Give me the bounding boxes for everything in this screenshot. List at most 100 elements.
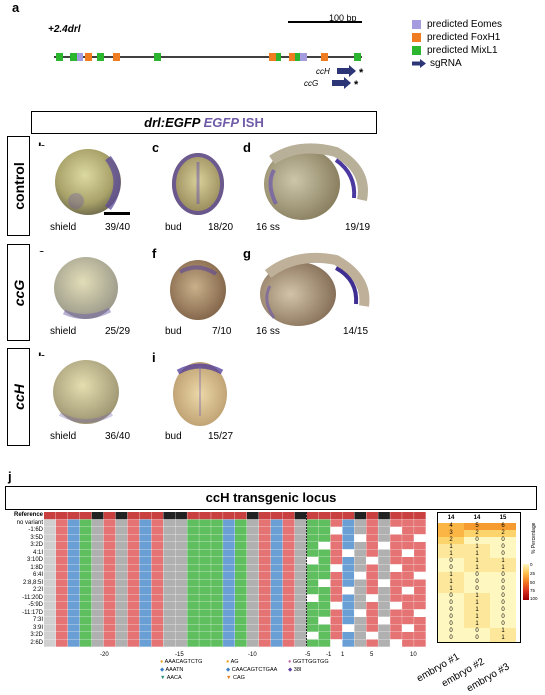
allele-count-cell: 1 bbox=[464, 599, 490, 607]
alignment-cell bbox=[402, 624, 414, 632]
alignment-cell bbox=[366, 512, 378, 520]
alignment-cell bbox=[55, 594, 68, 602]
alignment-cell bbox=[175, 587, 187, 595]
embryo-photo-shield-control bbox=[36, 146, 136, 218]
locus-title-box: ccH transgenic locus bbox=[5, 486, 537, 510]
alignment-cell bbox=[103, 594, 116, 602]
alignment-cell bbox=[246, 609, 259, 617]
allele-count-cell: 1 bbox=[464, 543, 490, 551]
alignment-cell bbox=[187, 519, 199, 527]
alignment-cell bbox=[258, 542, 271, 550]
allele-count-cell: 0 bbox=[438, 627, 464, 635]
insertion-legend-item: ▼ AACA bbox=[160, 675, 182, 681]
alignment-cell bbox=[378, 594, 390, 602]
alignment-cell bbox=[127, 527, 140, 535]
alignment-cell bbox=[115, 617, 128, 625]
alignment-cell bbox=[342, 602, 355, 610]
alignment-cell bbox=[151, 594, 164, 602]
alignment-cell bbox=[91, 534, 104, 542]
alignment-cell bbox=[151, 549, 164, 557]
alignment-cell bbox=[79, 534, 92, 542]
alignment-cell bbox=[67, 534, 80, 542]
variant-row-label: 4:1I bbox=[32, 549, 43, 556]
alignment-cell bbox=[306, 602, 319, 610]
panel-letter-g: g bbox=[243, 246, 251, 261]
alignment-cell bbox=[402, 587, 414, 595]
alignment-cell bbox=[55, 557, 68, 565]
alignment-cell bbox=[294, 549, 307, 557]
alignment-cell bbox=[294, 617, 307, 625]
alignment-cell bbox=[270, 527, 283, 535]
foxh1-site bbox=[269, 53, 276, 61]
alignment-cell bbox=[67, 602, 80, 610]
alignment-cell bbox=[223, 542, 235, 550]
allele-count-cell: 3 bbox=[438, 529, 464, 537]
alignment-cell bbox=[175, 609, 187, 617]
alignment-cell bbox=[354, 572, 367, 580]
alignment-cell bbox=[175, 617, 187, 625]
count-label: 19/19 bbox=[345, 222, 371, 233]
alignment-cell bbox=[366, 632, 378, 640]
alignment-cell bbox=[163, 632, 176, 640]
alignment-cell bbox=[294, 602, 307, 610]
embryo-totals-row: 14 14 15 bbox=[438, 513, 516, 523]
alignment-cell bbox=[390, 579, 402, 587]
panel-letter-a: a bbox=[12, 0, 20, 15]
alignment-cell bbox=[67, 527, 80, 535]
alignment-cell bbox=[402, 572, 414, 580]
colorbar-tick: 25 bbox=[530, 571, 536, 576]
alignment-cell bbox=[127, 549, 140, 557]
alignment-cell bbox=[294, 527, 307, 535]
alignment-cell bbox=[270, 594, 283, 602]
alignment-cell bbox=[223, 572, 235, 580]
alignment-cell bbox=[366, 602, 378, 610]
alignment-cell bbox=[294, 639, 307, 647]
alignment-cell bbox=[414, 632, 426, 640]
alignment-cell bbox=[390, 557, 402, 565]
alignment-cell bbox=[55, 564, 68, 572]
foxh1-site bbox=[113, 53, 120, 61]
alignment-cell bbox=[115, 557, 128, 565]
alignment-cell bbox=[366, 542, 378, 550]
legend-label: predicted FoxH1 bbox=[427, 32, 501, 43]
alignment-cell bbox=[402, 609, 414, 617]
axis-tick: -20 bbox=[100, 652, 109, 658]
alignment-cell bbox=[151, 564, 164, 572]
alignment-cell bbox=[402, 527, 414, 535]
count-label: 39/40 bbox=[105, 222, 131, 233]
alignment-cell bbox=[282, 617, 295, 625]
alignment-cell bbox=[258, 639, 271, 647]
alignment-cell bbox=[139, 587, 152, 595]
alignment-cell bbox=[55, 519, 68, 527]
alignment-cell bbox=[55, 542, 68, 550]
alignment-cell bbox=[91, 594, 104, 602]
alignment-cell bbox=[294, 587, 307, 595]
alignment-cell bbox=[306, 594, 319, 602]
alignment-cell bbox=[294, 534, 307, 542]
alignment-cell bbox=[342, 587, 355, 595]
row-label-box-ccg: ccG bbox=[7, 244, 30, 341]
sgrna-arrow-cch: * bbox=[337, 65, 364, 79]
alignment-cell bbox=[414, 624, 426, 632]
alignment-cell bbox=[402, 639, 414, 647]
alignment-cell bbox=[91, 557, 104, 565]
alignment-cell bbox=[390, 527, 402, 535]
allele-count-cell: 0 bbox=[490, 578, 516, 586]
alignment-cell bbox=[199, 542, 211, 550]
alignment-cell bbox=[175, 572, 187, 580]
alignment-cell bbox=[199, 639, 211, 647]
alignment-cell bbox=[67, 632, 80, 640]
alignment-cell bbox=[318, 519, 331, 527]
alignment-cell bbox=[115, 564, 128, 572]
stage-label: 16 ss bbox=[256, 222, 280, 233]
axis-tick: 1 bbox=[341, 652, 345, 658]
alignment-cell bbox=[330, 639, 343, 647]
panel-letter-j: j bbox=[8, 469, 12, 484]
alignment-cell bbox=[354, 512, 367, 520]
alignment-cell bbox=[378, 534, 390, 542]
alignment-cell bbox=[270, 542, 283, 550]
alignment-cell bbox=[91, 572, 104, 580]
